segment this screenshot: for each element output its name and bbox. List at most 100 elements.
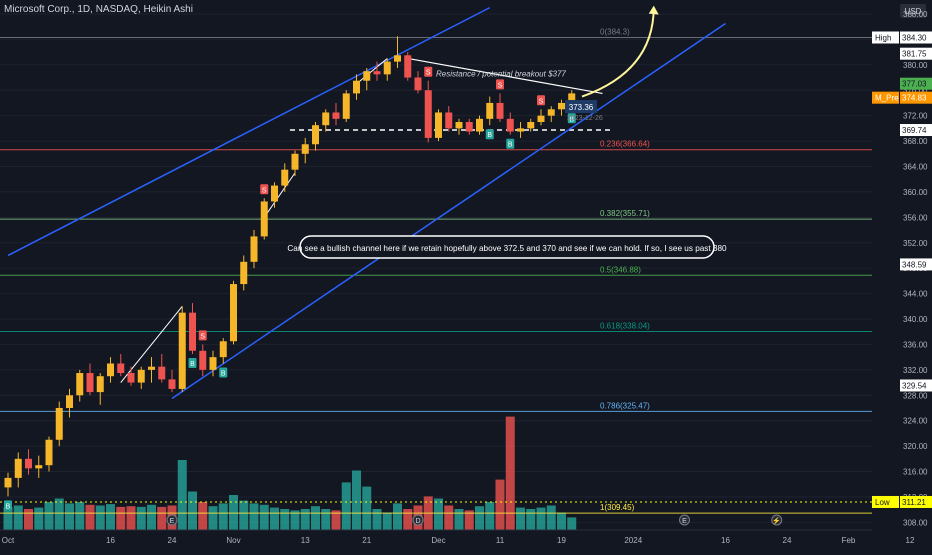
buy-signal-marker: [567, 113, 576, 124]
volume-bar: [147, 504, 156, 530]
trendline: [356, 58, 388, 85]
volume-bar: [362, 486, 372, 530]
time-tick-label: Oct: [2, 536, 15, 545]
volume-bar: [208, 506, 218, 530]
candle-body: [250, 236, 258, 262]
candle-body: [66, 395, 73, 408]
channel-line: [171, 22, 726, 400]
price-label-tag: High: [875, 33, 891, 42]
volume-bar: [464, 510, 474, 530]
cursor-price-box: [565, 100, 597, 114]
projection-arrowhead: [648, 5, 659, 15]
candle-body: [353, 80, 360, 94]
candle-body: [404, 55, 412, 78]
volume-bar: [434, 498, 443, 530]
price-tick-label: 372.00: [903, 112, 928, 121]
candle-body: [158, 366, 166, 380]
volume-bar: [157, 506, 167, 530]
buy-signal-marker: [188, 357, 197, 368]
price-label-value: 384.30: [902, 33, 927, 42]
price-tick-label: 352.00: [903, 239, 928, 248]
buy-signal-label: B: [190, 361, 195, 368]
time-tick-label: 16: [106, 536, 115, 545]
price-tick-label: 324.00: [903, 417, 928, 426]
price-label-box: [900, 495, 932, 508]
candle-body: [35, 465, 43, 469]
candle-body: [363, 71, 371, 81]
volume-bar: [75, 502, 85, 530]
candle-body: [240, 261, 248, 285]
buy-signal-label: B: [6, 503, 11, 510]
price-tick-label: 364.00: [903, 162, 928, 171]
candle-body: [14, 458, 22, 478]
price-tick-label: 376.00: [903, 86, 928, 95]
price-label-box: [900, 379, 932, 392]
volume-bar: [454, 509, 464, 530]
fib-level-label: 0.382(355.71): [600, 209, 650, 218]
sell-signal-label: S: [200, 333, 205, 340]
candle-body: [455, 122, 463, 129]
callout-box: [299, 235, 715, 259]
price-tick-label: 316.00: [903, 468, 928, 477]
candle-body: [414, 77, 422, 91]
volume-bar: [126, 506, 136, 530]
price-tick-label: 360.00: [903, 188, 928, 197]
candle-body: [209, 357, 217, 370]
candle-body: [445, 112, 453, 129]
price-tick-label: 344.00: [903, 290, 928, 299]
price-label-value: 348.59: [902, 260, 927, 269]
candle-body: [117, 363, 125, 374]
volume-bar: [444, 505, 454, 530]
time-tick-label: 2024: [624, 536, 642, 545]
volume-bar: [3, 506, 13, 530]
buy-signal-label: B: [508, 142, 513, 149]
price-label-tag: Low: [875, 498, 890, 507]
volume-bar: [259, 504, 269, 530]
cursor-price: 373.36: [569, 103, 594, 112]
volume-bar: [44, 502, 54, 530]
price-tick-label: 380.00: [903, 61, 928, 70]
price-label-tag-box: [872, 91, 899, 104]
candle-body: [486, 102, 494, 119]
price-tick-label: 388.00: [903, 10, 928, 19]
volume-bar: [516, 507, 525, 530]
sell-signal-label: S: [539, 98, 544, 105]
volume-bar: [85, 504, 95, 530]
sell-signal-label: S: [262, 187, 267, 194]
candle-body: [178, 312, 186, 389]
volume-bar: [65, 503, 74, 530]
candle-body: [312, 125, 319, 145]
buy-signal-label: B: [221, 371, 226, 378]
volume-bar: [177, 460, 187, 530]
candle-body: [219, 341, 227, 358]
fib-level-label: 0.5(346.88): [600, 265, 641, 274]
event-label: E: [682, 518, 687, 525]
volume-bar: [393, 503, 402, 530]
sell-signal-marker: [198, 330, 207, 341]
volume-bar: [95, 505, 105, 530]
sell-signal-label: S: [498, 82, 503, 89]
volume-bar: [239, 500, 249, 530]
volume-bar: [495, 479, 505, 530]
candle-body: [45, 439, 53, 466]
time-tick-label: Nov: [226, 536, 240, 545]
candle-body: [148, 366, 155, 370]
price-label-value: 329.54: [902, 381, 927, 390]
resistance-trendline: [407, 57, 603, 95]
volume-bar: [536, 507, 546, 530]
sell-signal-label: S: [426, 70, 431, 77]
event-label: D: [415, 518, 420, 525]
buy-signal-marker: [485, 129, 494, 140]
time-tick-label: 19: [557, 536, 566, 545]
volume-bar: [372, 509, 382, 530]
volume-bar: [54, 498, 64, 530]
candle-body: [107, 363, 114, 377]
volume-bar: [526, 509, 536, 530]
candle-body: [260, 201, 268, 237]
candle-body: [137, 369, 145, 383]
sell-signal-marker: [537, 95, 545, 106]
currency-box: [900, 4, 926, 18]
candle-body: [291, 153, 299, 170]
